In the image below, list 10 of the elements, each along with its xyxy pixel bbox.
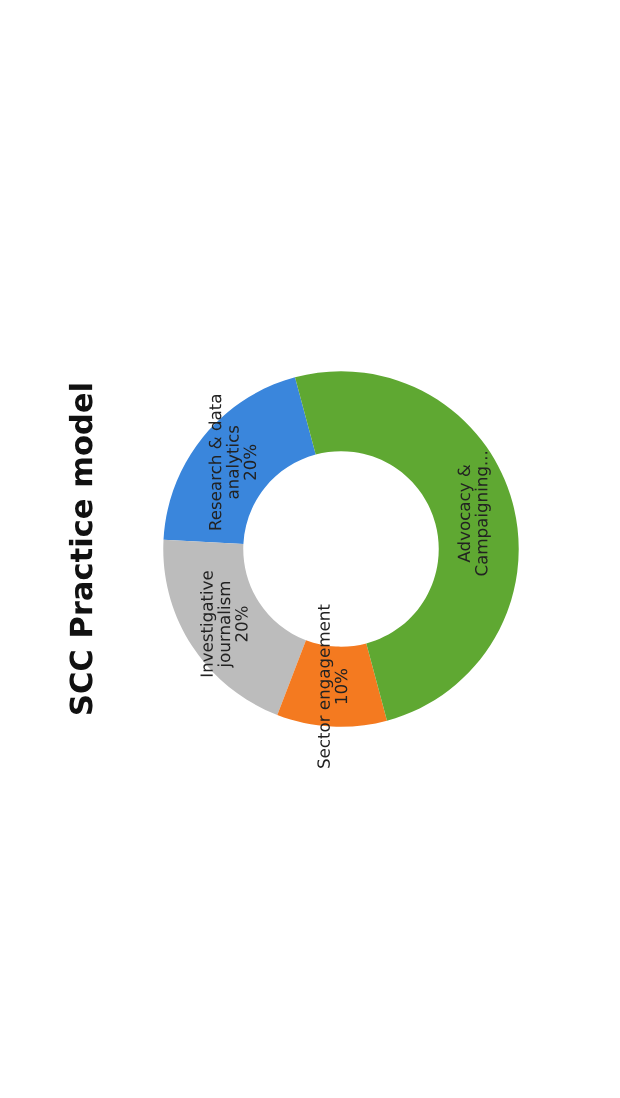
slice-label: Advocacy & Campaigning... [457, 451, 491, 576]
donut-slice [163, 539, 306, 715]
text: SCC Practice model [68, 384, 93, 714]
data-label: 20% [235, 606, 248, 642]
slice-label: Research & data analytics [208, 395, 243, 530]
slice-label: Sector engagement [317, 604, 334, 768]
donut-slice [163, 377, 316, 544]
slice-label: Investigative journalism [200, 571, 234, 677]
data-label: 20% [243, 444, 257, 480]
data-label: 10% [334, 668, 348, 704]
